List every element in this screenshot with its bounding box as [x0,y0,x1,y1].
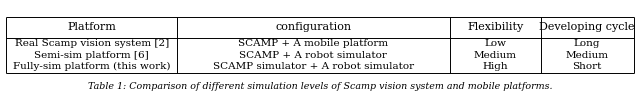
Text: Platform: Platform [67,22,116,32]
Text: Long: Long [574,39,600,48]
Text: Low: Low [484,39,506,48]
Text: SCAMP + A mobile platform: SCAMP + A mobile platform [238,39,388,48]
Text: Fully-sim platform (this work): Fully-sim platform (this work) [13,62,170,71]
Text: Table 1: Comparison of different simulation levels of Scamp vision system and mo: Table 1: Comparison of different simulat… [88,82,552,91]
Text: Real Scamp vision system [2]: Real Scamp vision system [2] [15,39,169,48]
Text: SCAMP simulator + A robot simulator: SCAMP simulator + A robot simulator [213,62,414,71]
Text: Medium: Medium [566,51,609,60]
Text: configuration: configuration [275,22,351,32]
Text: Medium: Medium [474,51,517,60]
Text: Flexibility: Flexibility [467,22,524,32]
Text: High: High [483,62,508,71]
Text: Developing cycle: Developing cycle [540,22,635,32]
Text: Short: Short [573,62,602,71]
Text: Semi-sim platform [6]: Semi-sim platform [6] [35,51,149,60]
Text: SCAMP + A robot simulator: SCAMP + A robot simulator [239,51,387,60]
